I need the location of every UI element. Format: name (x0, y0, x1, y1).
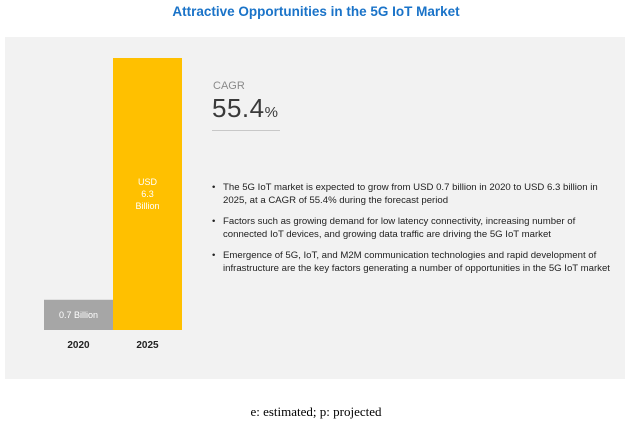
page-title: Attractive Opportunities in the 5G IoT M… (172, 4, 460, 19)
insight-text: The 5G IoT market is expected to grow fr… (223, 182, 598, 206)
cagr-divider (212, 130, 280, 131)
x-tick-label: 2025 (136, 340, 159, 351)
bullet-icon: • (212, 250, 216, 261)
cagr-unit: % (264, 104, 279, 121)
cagr-number: 55.4 (212, 93, 265, 123)
footnote: e: estimated; p: projected (250, 404, 382, 419)
insight-text: Emergence of 5G, IoT, and M2M communicat… (223, 250, 610, 274)
bullet-icon: • (212, 182, 216, 193)
cagr-value: 55.4% (212, 93, 278, 124)
bar-data-label: USD (138, 177, 158, 187)
insight-item: • The 5G IoT market is expected to grow f… (212, 182, 610, 207)
bar-data-label: 6.3 (141, 189, 154, 199)
cagr-label: CAGR (213, 80, 245, 92)
bullet-icon: • (212, 216, 216, 227)
bar-2025 (113, 58, 182, 330)
insight-text: Factors such as growing demand for low l… (223, 216, 576, 240)
insights-list: • The 5G IoT market is expected to grow f… (212, 182, 610, 284)
bar-2020 (44, 299, 113, 330)
insight-item: • Factors such as growing demand for low … (212, 216, 610, 241)
bar-data-label: Billion (135, 201, 159, 211)
insight-item: • Emergence of 5G, IoT, and M2M communica… (212, 250, 610, 275)
x-tick-label: 2020 (67, 340, 90, 351)
bar-data-label: 0.7 Billion (59, 310, 98, 320)
